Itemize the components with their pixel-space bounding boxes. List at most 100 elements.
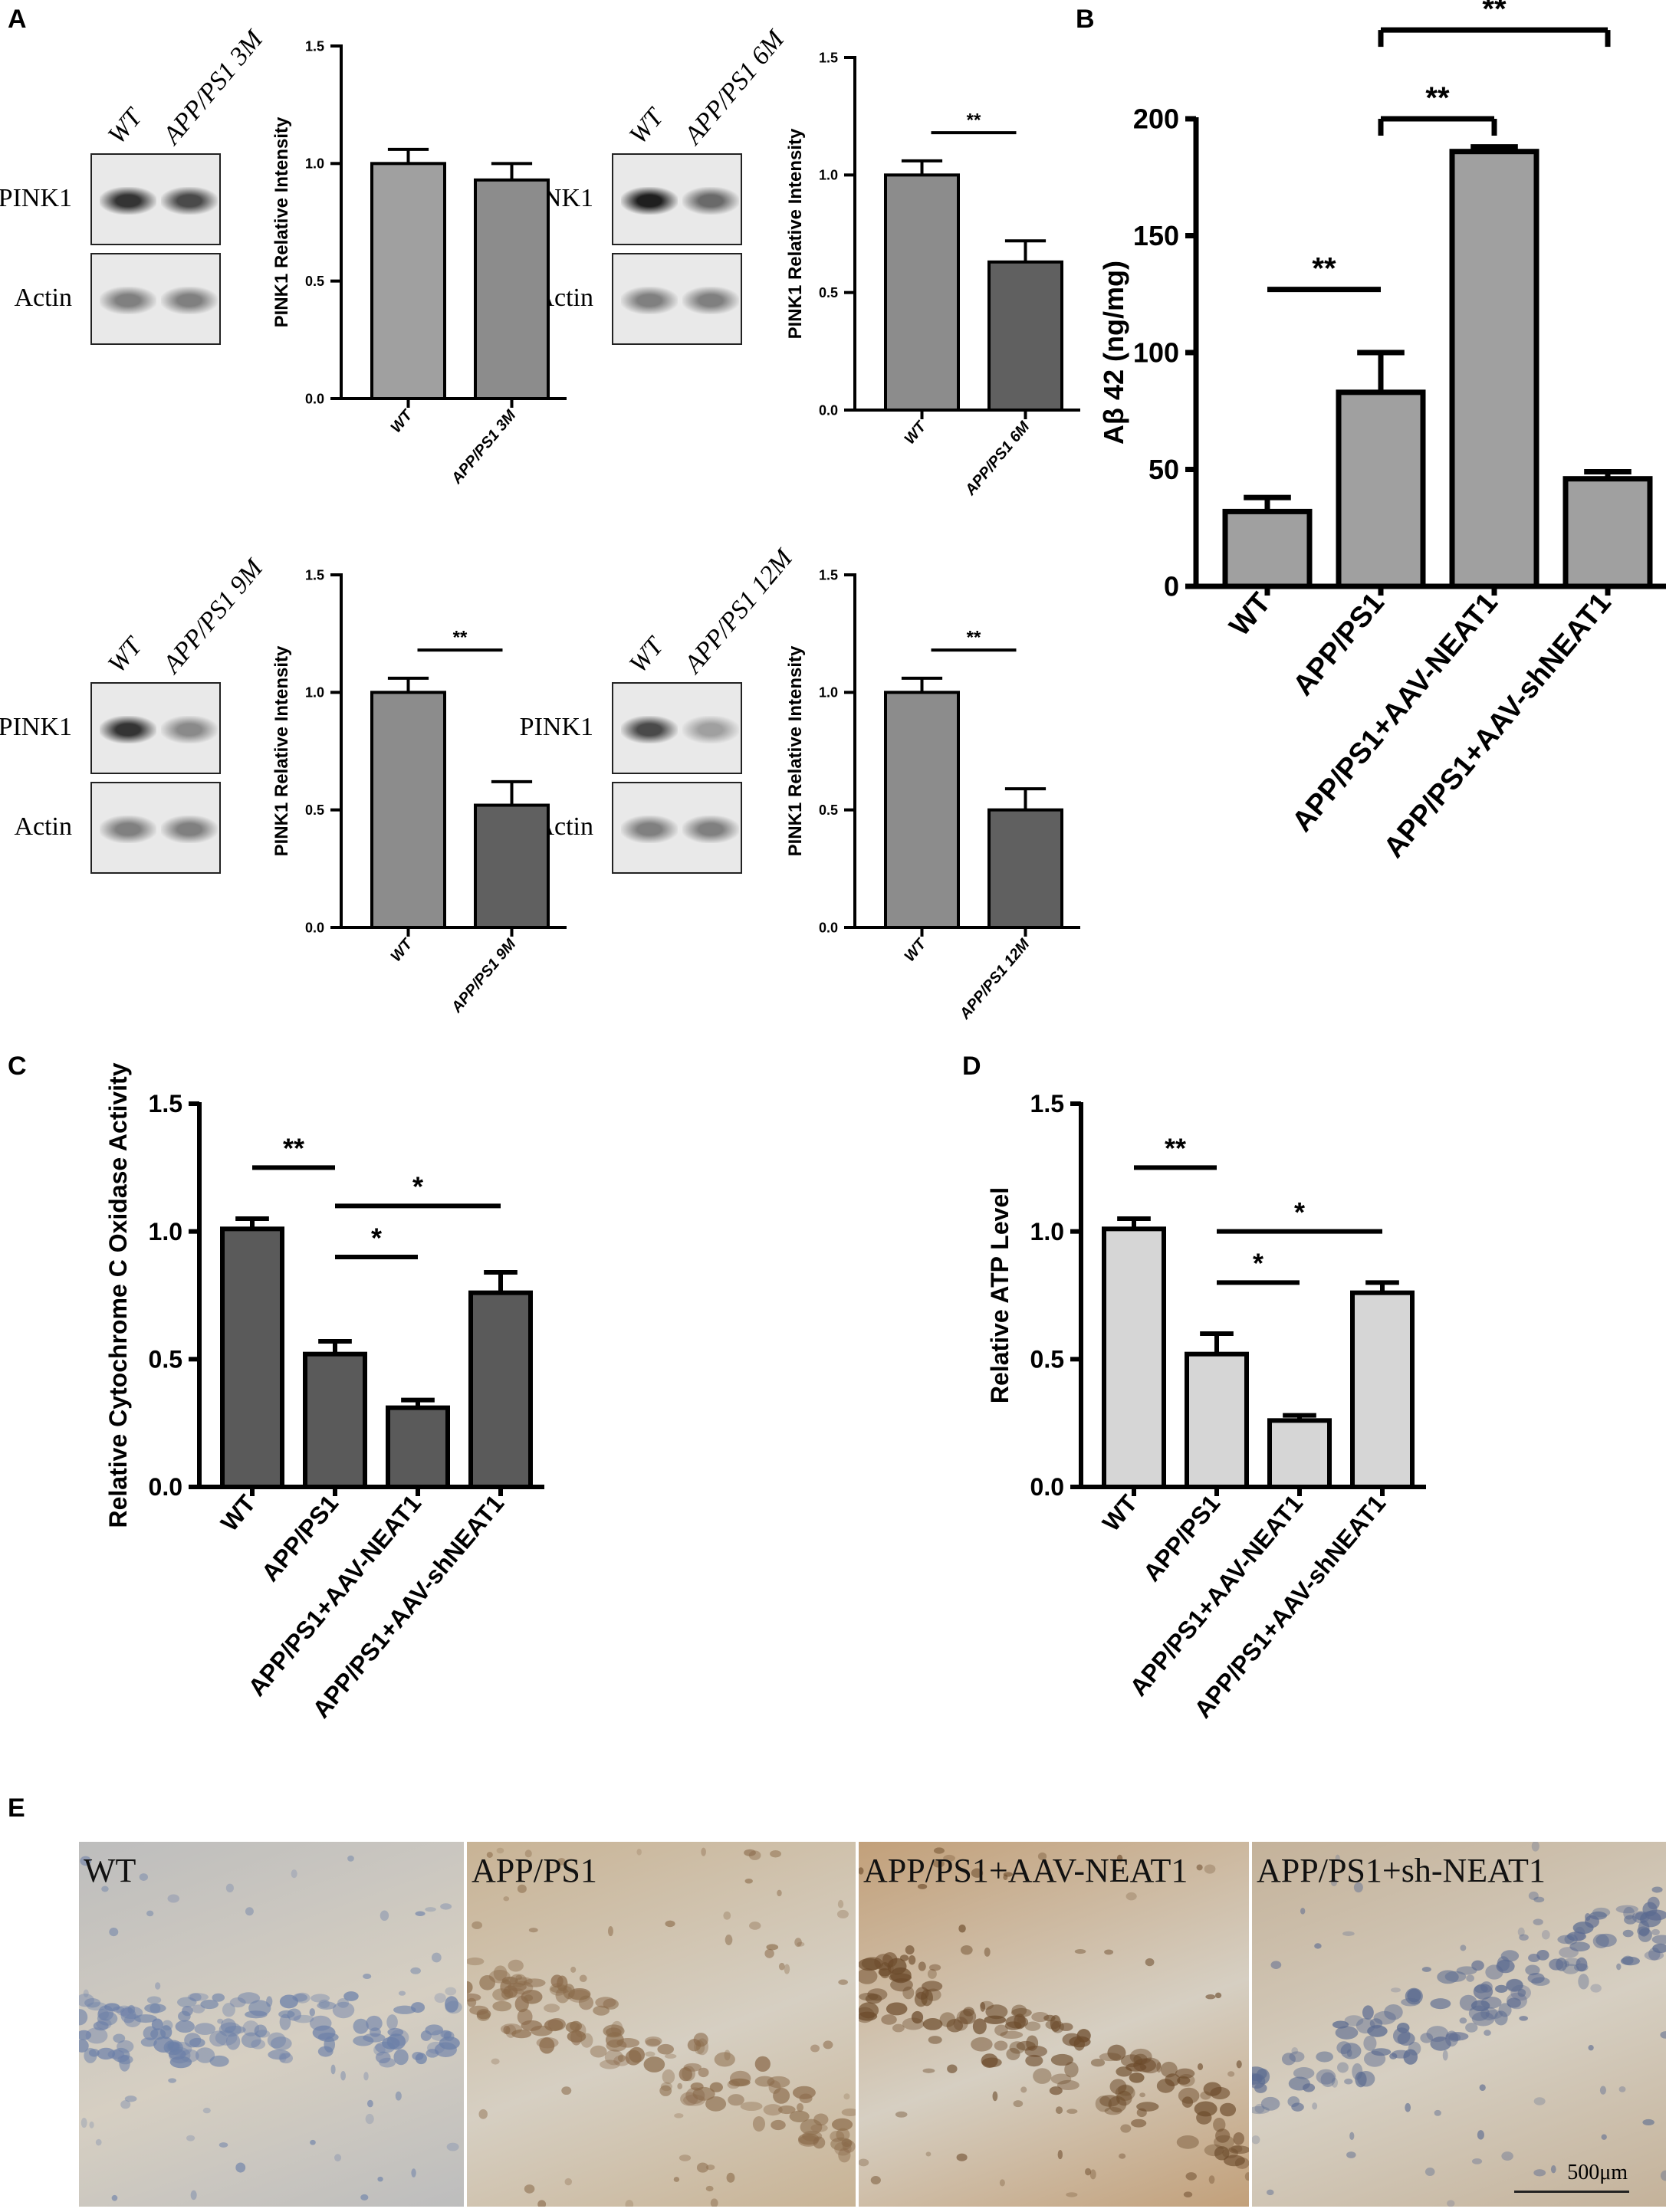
pink1-blot-strip — [612, 153, 742, 245]
scattered-cell — [235, 2162, 246, 2173]
cell-nucleus — [922, 2018, 943, 2030]
significance-label: * — [1294, 1196, 1305, 1228]
lane-label: WT — [103, 632, 149, 679]
cell-nucleus — [683, 2063, 702, 2072]
cell-nucleus — [1430, 2036, 1451, 2051]
y-axis-label: PINK1 Relative Intensity — [785, 645, 806, 856]
scale-bar-label: 500μm — [1567, 2161, 1628, 2184]
y-tick-label: 0.5 — [819, 285, 838, 300]
scattered-cell — [1116, 1854, 1123, 1863]
scattered-cell — [537, 2200, 547, 2207]
cell-nucleus — [859, 1968, 878, 1984]
cell-nucleus — [393, 2005, 416, 2014]
cell-nucleus — [1160, 2061, 1178, 2078]
scattered-cell — [420, 2030, 432, 2041]
scattered-cell — [1312, 2102, 1318, 2110]
cell-nucleus — [841, 2108, 856, 2116]
scattered-cell — [607, 1925, 613, 1937]
cell-nucleus — [523, 1978, 546, 1987]
cell-nucleus — [1496, 1959, 1515, 1974]
scattered-cell — [905, 1945, 915, 1955]
scattered-cell — [932, 1859, 945, 1868]
cell-nucleus — [563, 1984, 575, 2000]
cell-nucleus — [268, 2050, 291, 2060]
scattered-cell — [766, 1944, 779, 1951]
cell-nucleus — [200, 1999, 219, 2010]
cell-nucleus — [613, 2055, 630, 2066]
scattered-cell — [434, 1993, 446, 2004]
cell-nucleus — [878, 1968, 891, 1977]
scattered-cell — [701, 1847, 706, 1856]
cell-nucleus — [1109, 2079, 1127, 2095]
scattered-cell — [1244, 2172, 1249, 2181]
scattered-cell — [794, 1938, 802, 1948]
cell-nucleus — [1465, 2023, 1478, 2033]
cell-nucleus — [1569, 1941, 1590, 1952]
cell-nucleus — [150, 2028, 166, 2040]
scattered-cell — [1330, 1878, 1338, 1887]
blot-row-label: PINK1 — [0, 184, 72, 212]
blot-band — [621, 287, 678, 314]
scattered-cell — [1519, 2016, 1528, 2021]
scattered-cell — [664, 2053, 677, 2059]
scattered-cell — [1517, 1988, 1526, 1997]
y-tick-label: 0.5 — [1030, 1346, 1064, 1373]
cell-nucleus — [134, 2014, 157, 2023]
cell-nucleus — [939, 2012, 956, 2027]
scattered-cell — [1389, 2053, 1398, 2059]
scattered-cell — [503, 1896, 510, 1902]
scattered-cell — [380, 1910, 389, 1922]
bar — [987, 260, 1063, 412]
cell-nucleus — [1064, 2061, 1079, 2078]
cell-nucleus — [1129, 2072, 1145, 2083]
cell-nucleus — [859, 2007, 875, 2023]
scattered-cell — [899, 1954, 909, 1961]
cell-nucleus — [773, 2087, 790, 2104]
scattered-cell — [1585, 1913, 1591, 1922]
scattered-cell — [1660, 2031, 1666, 2039]
scattered-cell — [1197, 2063, 1204, 2070]
bar — [1267, 1418, 1332, 1490]
scattered-cell — [496, 1847, 504, 1854]
cell-nucleus — [439, 2036, 460, 2050]
cell-nucleus — [1000, 2030, 1024, 2040]
cell-nucleus — [799, 2093, 813, 2103]
scattered-cell — [1252, 2135, 1260, 2145]
cell-nucleus — [225, 2033, 241, 2050]
cell-nucleus — [93, 2021, 109, 2031]
bar — [370, 162, 446, 400]
scattered-cell — [1479, 2084, 1486, 2092]
scattered-cell — [810, 2044, 820, 2053]
cell-nucleus — [1456, 1966, 1477, 1975]
category-label: APP/PS1 — [256, 1489, 343, 1587]
scattered-cell — [1533, 2169, 1546, 2177]
cell-nucleus — [1228, 2145, 1249, 2155]
cell-nucleus — [248, 2000, 271, 2017]
cell-nucleus — [685, 2087, 705, 2104]
y-tick-label: 0.0 — [149, 1473, 182, 1501]
blot-band — [100, 816, 156, 843]
category-label: APP/PS1 9M — [448, 935, 520, 1016]
cell-nucleus — [595, 1997, 616, 2008]
scattered-cell — [1037, 1852, 1047, 1861]
cell-nucleus — [1362, 2005, 1374, 2020]
cell-nucleus — [79, 2030, 92, 2040]
cell-nucleus — [1384, 2004, 1403, 2020]
cell-nucleus — [293, 2014, 314, 2023]
cell-nucleus — [831, 2118, 853, 2131]
panel-letter-b: B — [1076, 5, 1095, 34]
scattered-cell — [337, 1998, 350, 2008]
cell-nucleus — [144, 2004, 166, 2013]
cell-nucleus — [212, 1993, 225, 2002]
cell-nucleus — [176, 1997, 197, 2008]
scattered-cell — [710, 2198, 718, 2207]
scattered-cell — [1550, 2164, 1556, 2174]
cell-nucleus — [1335, 2026, 1359, 2040]
scattered-cell — [190, 2190, 197, 2201]
cell-nucleus — [690, 2082, 704, 2091]
cell-nucleus — [1647, 1896, 1660, 1910]
scattered-cell — [524, 1994, 534, 2002]
chart-c-cytochrome-c-oxidase: Relative Cytochrome C Oxidase Activity 0.… — [104, 1062, 544, 1723]
scattered-cell — [1421, 1967, 1431, 1972]
scattered-cell — [219, 2142, 228, 2148]
